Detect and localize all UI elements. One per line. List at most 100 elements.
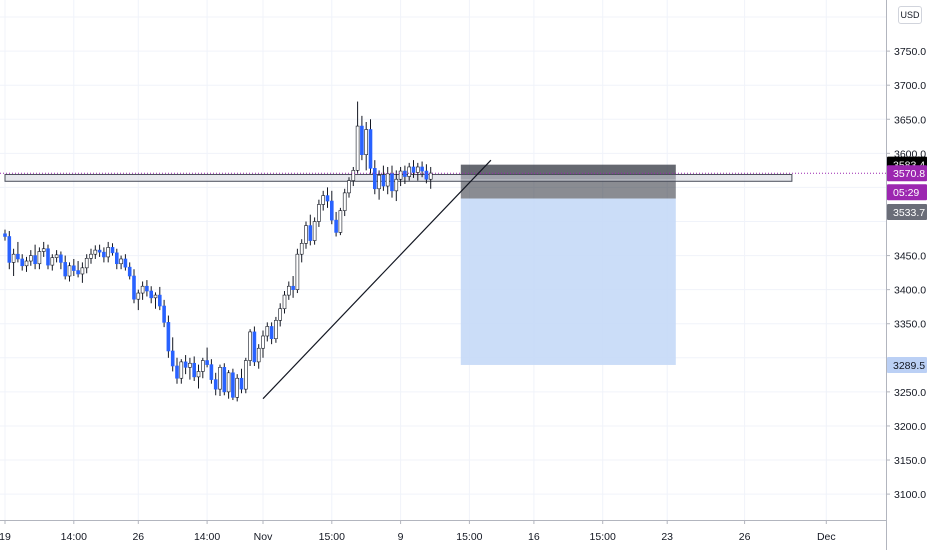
currency-button[interactable]: USD	[898, 6, 922, 24]
candle-up	[256, 347, 261, 363]
time-tick-label: 15:00	[319, 531, 345, 543]
target-level-tag	[887, 356, 927, 373]
candle-down	[3, 233, 7, 237]
candle-up	[398, 170, 403, 180]
candle-up	[218, 367, 222, 390]
candle-up	[140, 285, 145, 294]
time-tick-label: Dec	[817, 531, 836, 543]
candle-down	[360, 125, 364, 156]
price-tick-label: 3400.0	[894, 285, 926, 297]
candle-up	[286, 285, 291, 296]
candle-up	[377, 174, 381, 190]
candle-down	[252, 331, 257, 363]
current-price-tag	[887, 165, 927, 182]
time-tick-label: 26	[739, 531, 751, 543]
price-tick-label: 3350.0	[894, 319, 926, 331]
candle-down	[33, 255, 37, 265]
candle-up	[93, 249, 98, 255]
candle-up	[119, 258, 123, 265]
stop-level-tag-text: 3533.7	[893, 207, 925, 219]
candle-down	[329, 200, 334, 221]
candle-down	[46, 248, 50, 266]
time-tick-label: 15:00	[456, 531, 482, 543]
support-band[interactable]	[4, 173, 793, 182]
candle-down	[63, 262, 68, 277]
candle-down	[381, 174, 386, 187]
price-tick-label: 3650.0	[894, 114, 926, 126]
candle-down	[72, 265, 76, 271]
candle-down	[291, 285, 295, 290]
candle-down	[372, 168, 377, 190]
candle-down	[102, 251, 106, 258]
candle-down	[420, 166, 424, 172]
candle-up	[299, 243, 304, 255]
candle-up	[415, 166, 420, 173]
candle-up	[355, 125, 360, 171]
candle-up	[235, 377, 239, 398]
countdown-tag-text: 05:29	[893, 187, 919, 199]
candle-up	[196, 371, 201, 378]
candle-up	[67, 265, 72, 277]
price-tick-label: 3700.0	[894, 80, 926, 92]
time-tick-label: 14:00	[194, 531, 220, 543]
support-band-rect	[4, 173, 793, 182]
candle-up	[201, 360, 205, 372]
candle-up	[28, 255, 33, 262]
candle-up	[265, 326, 270, 337]
candle-up	[41, 248, 46, 252]
time-tick-label: Nov	[254, 531, 273, 543]
target-level-tag-text: 3289.5	[893, 360, 925, 372]
candle-up	[295, 253, 300, 290]
position-zones[interactable]	[460, 164, 676, 365]
candle-up	[312, 221, 317, 241]
candle-down	[158, 294, 162, 307]
candle-up	[394, 178, 399, 192]
candle-up	[248, 331, 252, 361]
candle-down	[308, 225, 313, 241]
candle-up	[347, 180, 351, 194]
currency-label: USD	[900, 10, 920, 20]
price-tick-label: 3750.0	[894, 46, 926, 58]
candle-down	[127, 266, 132, 277]
price-tick-label: 3450.0	[894, 251, 926, 263]
candle-up	[24, 260, 29, 267]
candle-down	[170, 350, 175, 367]
candle-down	[123, 258, 128, 268]
candle-up	[179, 361, 184, 379]
candle-up	[106, 247, 110, 258]
candle-down	[390, 173, 394, 192]
price-tick-label: 3250.0	[894, 387, 926, 399]
candle-up	[244, 360, 248, 390]
candle-down	[59, 254, 63, 263]
candle-up	[342, 192, 347, 211]
candle-down	[209, 364, 214, 380]
candle-up	[89, 253, 93, 259]
candle-up	[304, 225, 308, 244]
candle-up	[338, 210, 343, 233]
current-price-tag-text: 3570.8	[893, 168, 925, 180]
candle-down	[149, 290, 153, 299]
candle-down	[403, 170, 407, 177]
candle-down	[213, 379, 218, 390]
time-tick-label: 15:00	[590, 531, 616, 543]
drawings[interactable]	[0, 159, 886, 400]
candle-down	[231, 372, 235, 398]
candle-down	[115, 252, 119, 265]
candle-down	[334, 219, 338, 233]
candle-up	[317, 204, 321, 222]
candle-up	[50, 257, 55, 266]
candle-down	[20, 258, 25, 267]
candle-down	[7, 236, 12, 263]
candle-up	[188, 362, 192, 368]
candle-down	[411, 166, 416, 173]
candle-up	[282, 294, 287, 310]
candles	[3, 101, 433, 402]
time-tick-label: 19	[0, 531, 11, 543]
candle-down	[175, 365, 179, 379]
candle-up	[428, 172, 433, 180]
time-tick-label: 23	[661, 531, 673, 543]
candle-up	[37, 251, 42, 265]
